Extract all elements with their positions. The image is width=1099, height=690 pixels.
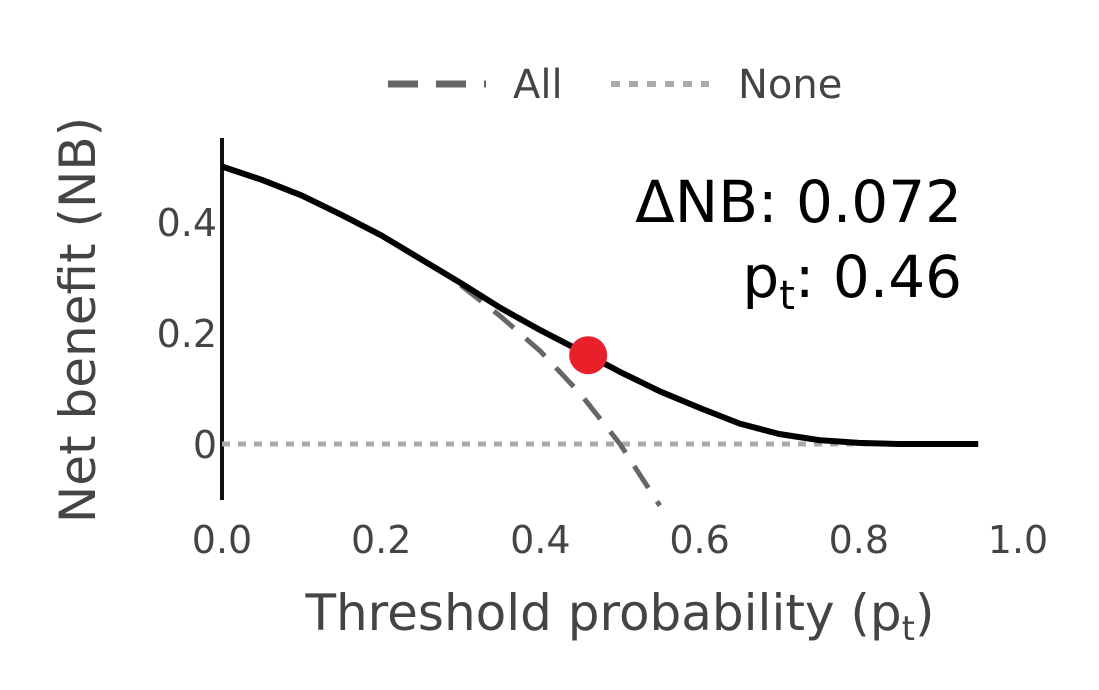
legend-none-label: None — [738, 62, 842, 108]
y-tick-labels: 0 0.2 0.4 — [157, 201, 217, 467]
series-line-all — [459, 283, 662, 507]
x-tick-label: 0.8 — [829, 518, 889, 562]
x-axis-title-main: Threshold probability (p — [304, 584, 901, 642]
x-axis-title-close: ) — [915, 584, 935, 642]
legend: All None — [388, 62, 842, 108]
y-tick-label: 0.4 — [157, 201, 217, 245]
threshold-annotation: pt: 0.46 — [742, 243, 962, 319]
x-tick-label: 0.0 — [192, 518, 252, 562]
legend-all-label: All — [513, 62, 563, 108]
y-tick-label: 0.2 — [157, 312, 217, 356]
x-tick-label: 0.4 — [510, 518, 570, 562]
threshold-annotation-prefix: p — [742, 243, 779, 311]
x-axis-title-sub: t — [902, 609, 915, 649]
threshold-point-marker — [569, 336, 608, 375]
threshold-annotation-value: : 0.46 — [795, 243, 962, 311]
x-tick-label: 0.2 — [351, 518, 411, 562]
y-tick-label: 0 — [193, 423, 217, 467]
threshold-annotation-sub: t — [779, 273, 795, 319]
x-tick-label: 1.0 — [988, 518, 1048, 562]
x-axis-title: Threshold probability (pt) — [304, 584, 934, 649]
x-tick-labels: 0.0 0.2 0.4 0.6 0.8 1.0 — [192, 518, 1048, 562]
x-tick-label: 0.6 — [669, 518, 729, 562]
delta-nb-annotation: ΔNB: 0.072 — [635, 168, 962, 236]
y-axis-title: Net benefit (NB) — [49, 117, 107, 523]
